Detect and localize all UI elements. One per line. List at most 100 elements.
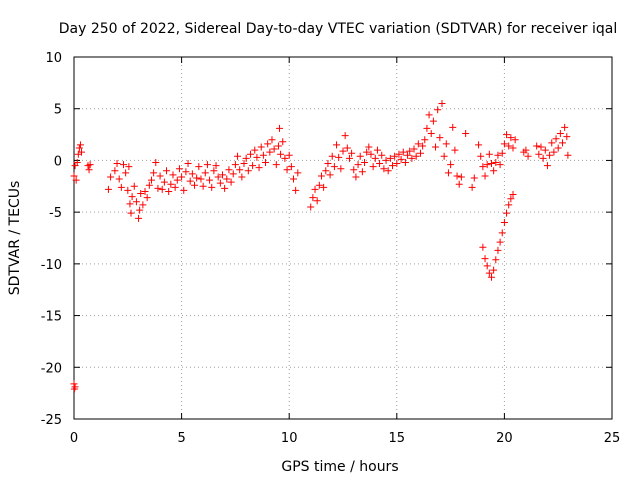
x-axis-label: GPS time / hours [281, 459, 398, 475]
data-point [182, 168, 190, 176]
data-point [367, 150, 375, 158]
data-point [126, 200, 134, 208]
data-point [274, 142, 282, 150]
data-point [320, 183, 328, 191]
data-point [210, 167, 218, 175]
data-point [167, 180, 175, 188]
data-point [218, 171, 226, 179]
data-point [468, 183, 476, 191]
data-point [186, 177, 194, 185]
data-point [214, 173, 222, 181]
data-point [266, 148, 274, 156]
data-point [442, 140, 450, 148]
data-point [240, 160, 248, 168]
data-point [522, 146, 530, 154]
data-point [290, 175, 298, 183]
data-point [173, 176, 181, 184]
data-point [543, 162, 551, 170]
data-point [498, 229, 506, 237]
data-point [262, 158, 270, 166]
data-point [236, 166, 244, 174]
data-point [363, 148, 371, 156]
data-point [104, 185, 112, 193]
data-point [225, 166, 233, 174]
x-tick-label: 15 [389, 431, 406, 446]
data-point [412, 152, 420, 160]
data-point [408, 154, 416, 162]
data-point [71, 383, 79, 391]
data-point [317, 172, 325, 180]
data-point [354, 161, 362, 169]
data-point [397, 155, 405, 163]
data-point [268, 136, 276, 144]
data-point [328, 152, 336, 160]
data-point [128, 193, 136, 201]
data-point [378, 151, 386, 159]
data-point [165, 187, 173, 195]
data-point [457, 173, 465, 181]
data-point [150, 169, 158, 177]
data-point [343, 144, 351, 152]
data-point [188, 170, 196, 178]
data-point [122, 169, 130, 177]
data-point [124, 186, 132, 194]
data-point [427, 130, 435, 138]
data-point [475, 141, 483, 149]
data-point [180, 186, 188, 194]
data-point [253, 153, 261, 161]
data-point [503, 131, 511, 139]
data-point [311, 185, 319, 193]
data-point [70, 172, 78, 180]
data-point [479, 163, 487, 171]
data-point [481, 172, 489, 180]
y-axis-label: SDTVAR / TECUs [7, 181, 23, 296]
data-point [479, 243, 487, 251]
data-point [143, 194, 151, 202]
data-point [76, 141, 84, 149]
data-point [115, 175, 123, 183]
data-point [505, 201, 513, 209]
data-point [548, 139, 556, 147]
data-point [487, 273, 495, 281]
data-point [326, 171, 334, 179]
data-point [208, 183, 216, 191]
data-point [277, 150, 285, 158]
data-point [281, 154, 289, 162]
data-point [505, 142, 513, 150]
data-point [330, 163, 338, 171]
data-point [533, 142, 541, 150]
data-point [404, 151, 412, 159]
y-tick-label: -15 [41, 310, 62, 325]
data-point [158, 185, 166, 193]
data-point [539, 154, 547, 162]
data-point [416, 149, 424, 157]
data-point [117, 183, 125, 191]
data-point [313, 197, 321, 205]
y-tick-label: -5 [49, 206, 62, 221]
data-point [147, 176, 155, 184]
data-point [483, 161, 491, 169]
data-point [373, 146, 381, 154]
y-tick-label: 5 [54, 103, 62, 118]
data-point [178, 173, 186, 181]
data-point [141, 187, 149, 195]
grid-lines [74, 57, 612, 419]
data-point [152, 158, 160, 166]
data-point [251, 146, 259, 154]
data-point [195, 163, 203, 171]
data-point [511, 136, 519, 144]
data-point [345, 154, 353, 162]
y-tick-label: 10 [45, 51, 62, 66]
data-point [257, 143, 265, 151]
data-point [201, 169, 209, 177]
data-point [307, 203, 315, 211]
data-point [535, 150, 543, 158]
data-point [86, 161, 94, 169]
data-point [440, 152, 448, 160]
data-point [242, 154, 250, 162]
data-point [227, 178, 235, 186]
data-point [163, 167, 171, 175]
data-point [125, 163, 133, 171]
data-point [410, 145, 418, 153]
data-point [500, 140, 508, 148]
